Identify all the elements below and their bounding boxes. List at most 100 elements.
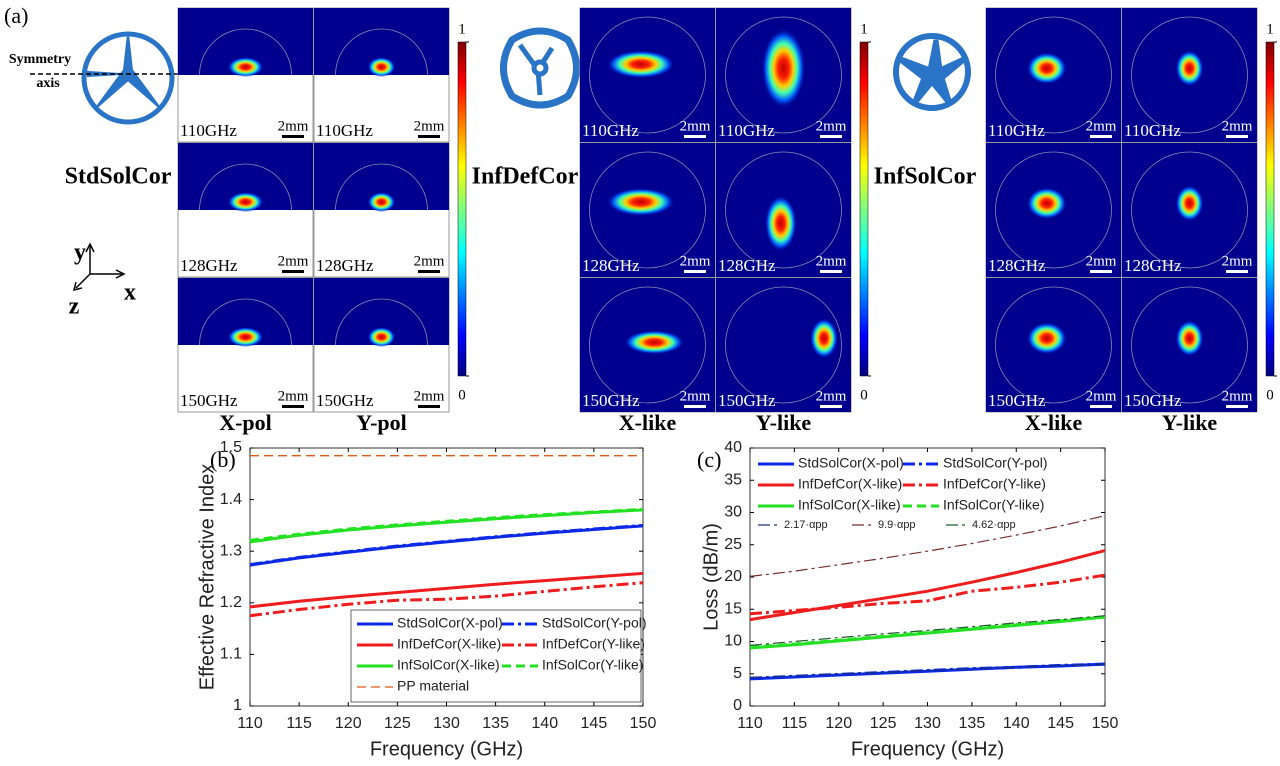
scale-bar <box>418 270 440 273</box>
colorbar <box>1266 42 1274 376</box>
frequency-label: 150GHz <box>582 391 640 410</box>
panel-label: (a) <box>4 3 28 28</box>
scale-bar-label: 2mm <box>1086 388 1117 404</box>
x-tick-label: 135 <box>482 715 509 732</box>
hotspot <box>762 28 806 108</box>
x-axis-label: Frequency (GHz) <box>851 738 1004 760</box>
hotspot <box>624 330 684 354</box>
hotspot <box>607 50 675 78</box>
scale-bar <box>1090 405 1112 408</box>
group-name: InfDefCor <box>472 164 579 190</box>
frequency-label: 150GHz <box>180 391 238 410</box>
scale-bar-label: 2mm <box>278 118 309 134</box>
column-label: Y-like <box>1162 410 1218 435</box>
y-tick-label: 1.3 <box>220 542 242 559</box>
y-tick-label: 1 <box>233 697 242 714</box>
legend-label: 2.17·αpp <box>784 519 828 531</box>
legend-label: PP material <box>397 678 469 694</box>
frequency-label: 128GHz <box>582 256 640 275</box>
symmetry-label: Symmetry <box>9 52 71 67</box>
y-axis-label: Loss (dB/m) <box>700 523 722 631</box>
scale-bar-label: 2mm <box>278 253 309 269</box>
scale-bar-label: 2mm <box>414 388 445 404</box>
hotspot <box>810 318 838 358</box>
scale-bar <box>684 135 706 138</box>
column-label: X-like <box>1025 410 1083 435</box>
scale-bar <box>684 270 706 273</box>
hotspot <box>1027 322 1067 354</box>
x-tick-label: 145 <box>581 715 608 732</box>
y-tick-label: 10 <box>724 633 742 650</box>
legend-label: 9.9·αpp <box>878 519 916 531</box>
scale-bar <box>1226 135 1248 138</box>
y-tick-label: 40 <box>724 439 742 456</box>
fiber-icon <box>504 31 577 105</box>
frequency-label: 150GHz <box>316 391 374 410</box>
y-tick-label: 20 <box>724 568 742 585</box>
scale-bar <box>684 405 706 408</box>
hotspot <box>368 57 396 77</box>
x-tick-label: 135 <box>959 715 986 732</box>
y-tick-label: 30 <box>724 504 742 521</box>
colorbar <box>860 42 868 376</box>
scale-bar <box>820 405 842 408</box>
fiber-icon <box>896 36 968 108</box>
x-tick-label: 110 <box>237 715 263 732</box>
x-tick-label: 115 <box>782 715 808 732</box>
legend-label: InfDefCor(Y-like) <box>943 476 1046 492</box>
y-tick-label: 35 <box>724 471 742 488</box>
frequency-label: 110GHz <box>180 121 237 140</box>
colorbar <box>458 42 466 376</box>
axis-letter: x <box>124 280 136 306</box>
x-tick-label: 125 <box>870 715 897 732</box>
scale-bar-label: 2mm <box>414 118 445 134</box>
hotspot <box>368 327 396 347</box>
axis-letter: y <box>74 240 86 266</box>
hotspot <box>607 188 675 216</box>
frequency-label: 150GHz <box>1124 391 1182 410</box>
hotspot <box>1027 52 1067 84</box>
group-name: InfSolCor <box>874 164 977 190</box>
frequency-label: 110GHz <box>316 121 373 140</box>
y-tick-label: 0 <box>733 697 742 714</box>
scale-bar <box>820 270 842 273</box>
frequency-label: 110GHz <box>718 121 775 140</box>
group-name: StdSolCor <box>65 164 172 190</box>
frequency-label: 150GHz <box>718 391 776 410</box>
hotspot <box>368 192 396 212</box>
hotspot <box>1176 320 1204 356</box>
y-axis-label: Effective Refractive Index <box>196 464 218 690</box>
scale-bar-label: 2mm <box>1222 388 1253 404</box>
scale-bar <box>282 405 304 408</box>
legend-label: StdSolCor(Y-pol) <box>542 615 647 631</box>
column-label: X-pol <box>219 410 272 435</box>
legend-label: StdSolCor(X-pol) <box>397 615 503 631</box>
scale-bar <box>1090 135 1112 138</box>
x-tick-label: 125 <box>384 715 411 732</box>
legend-label: InfSolCor(Y-like) <box>943 497 1044 513</box>
scale-bar <box>1090 270 1112 273</box>
frequency-label: 128GHz <box>988 256 1046 275</box>
symmetry-label: axis <box>36 76 60 91</box>
y-tick-label: 25 <box>724 536 742 553</box>
frequency-label: 128GHz <box>316 256 374 275</box>
legend-label: 4.62·αpp <box>972 519 1016 531</box>
hotspot <box>228 57 264 77</box>
hotspot <box>765 195 797 251</box>
legend-label: InfSolCor(Y-like) <box>542 657 643 673</box>
hotspot <box>1027 187 1067 219</box>
scale-bar-label: 2mm <box>1222 118 1253 134</box>
scale-bar-label: 2mm <box>816 388 847 404</box>
hotspot <box>1176 50 1204 86</box>
frequency-label: 128GHz <box>180 256 238 275</box>
scale-bar <box>282 135 304 138</box>
hotspot <box>1176 185 1204 221</box>
legend-label: StdSolCor(Y-pol) <box>943 455 1048 471</box>
scale-bar <box>282 270 304 273</box>
x-tick-label: 140 <box>1003 715 1030 732</box>
scale-bar-label: 2mm <box>1086 253 1117 269</box>
figure: (a) Symmetry axis y x z StdSolCor X-pol 110GHz 2m… <box>0 0 1280 766</box>
scale-bar-label: 2mm <box>414 253 445 269</box>
axis-letter: z <box>69 294 80 320</box>
frequency-label: 110GHz <box>988 121 1045 140</box>
